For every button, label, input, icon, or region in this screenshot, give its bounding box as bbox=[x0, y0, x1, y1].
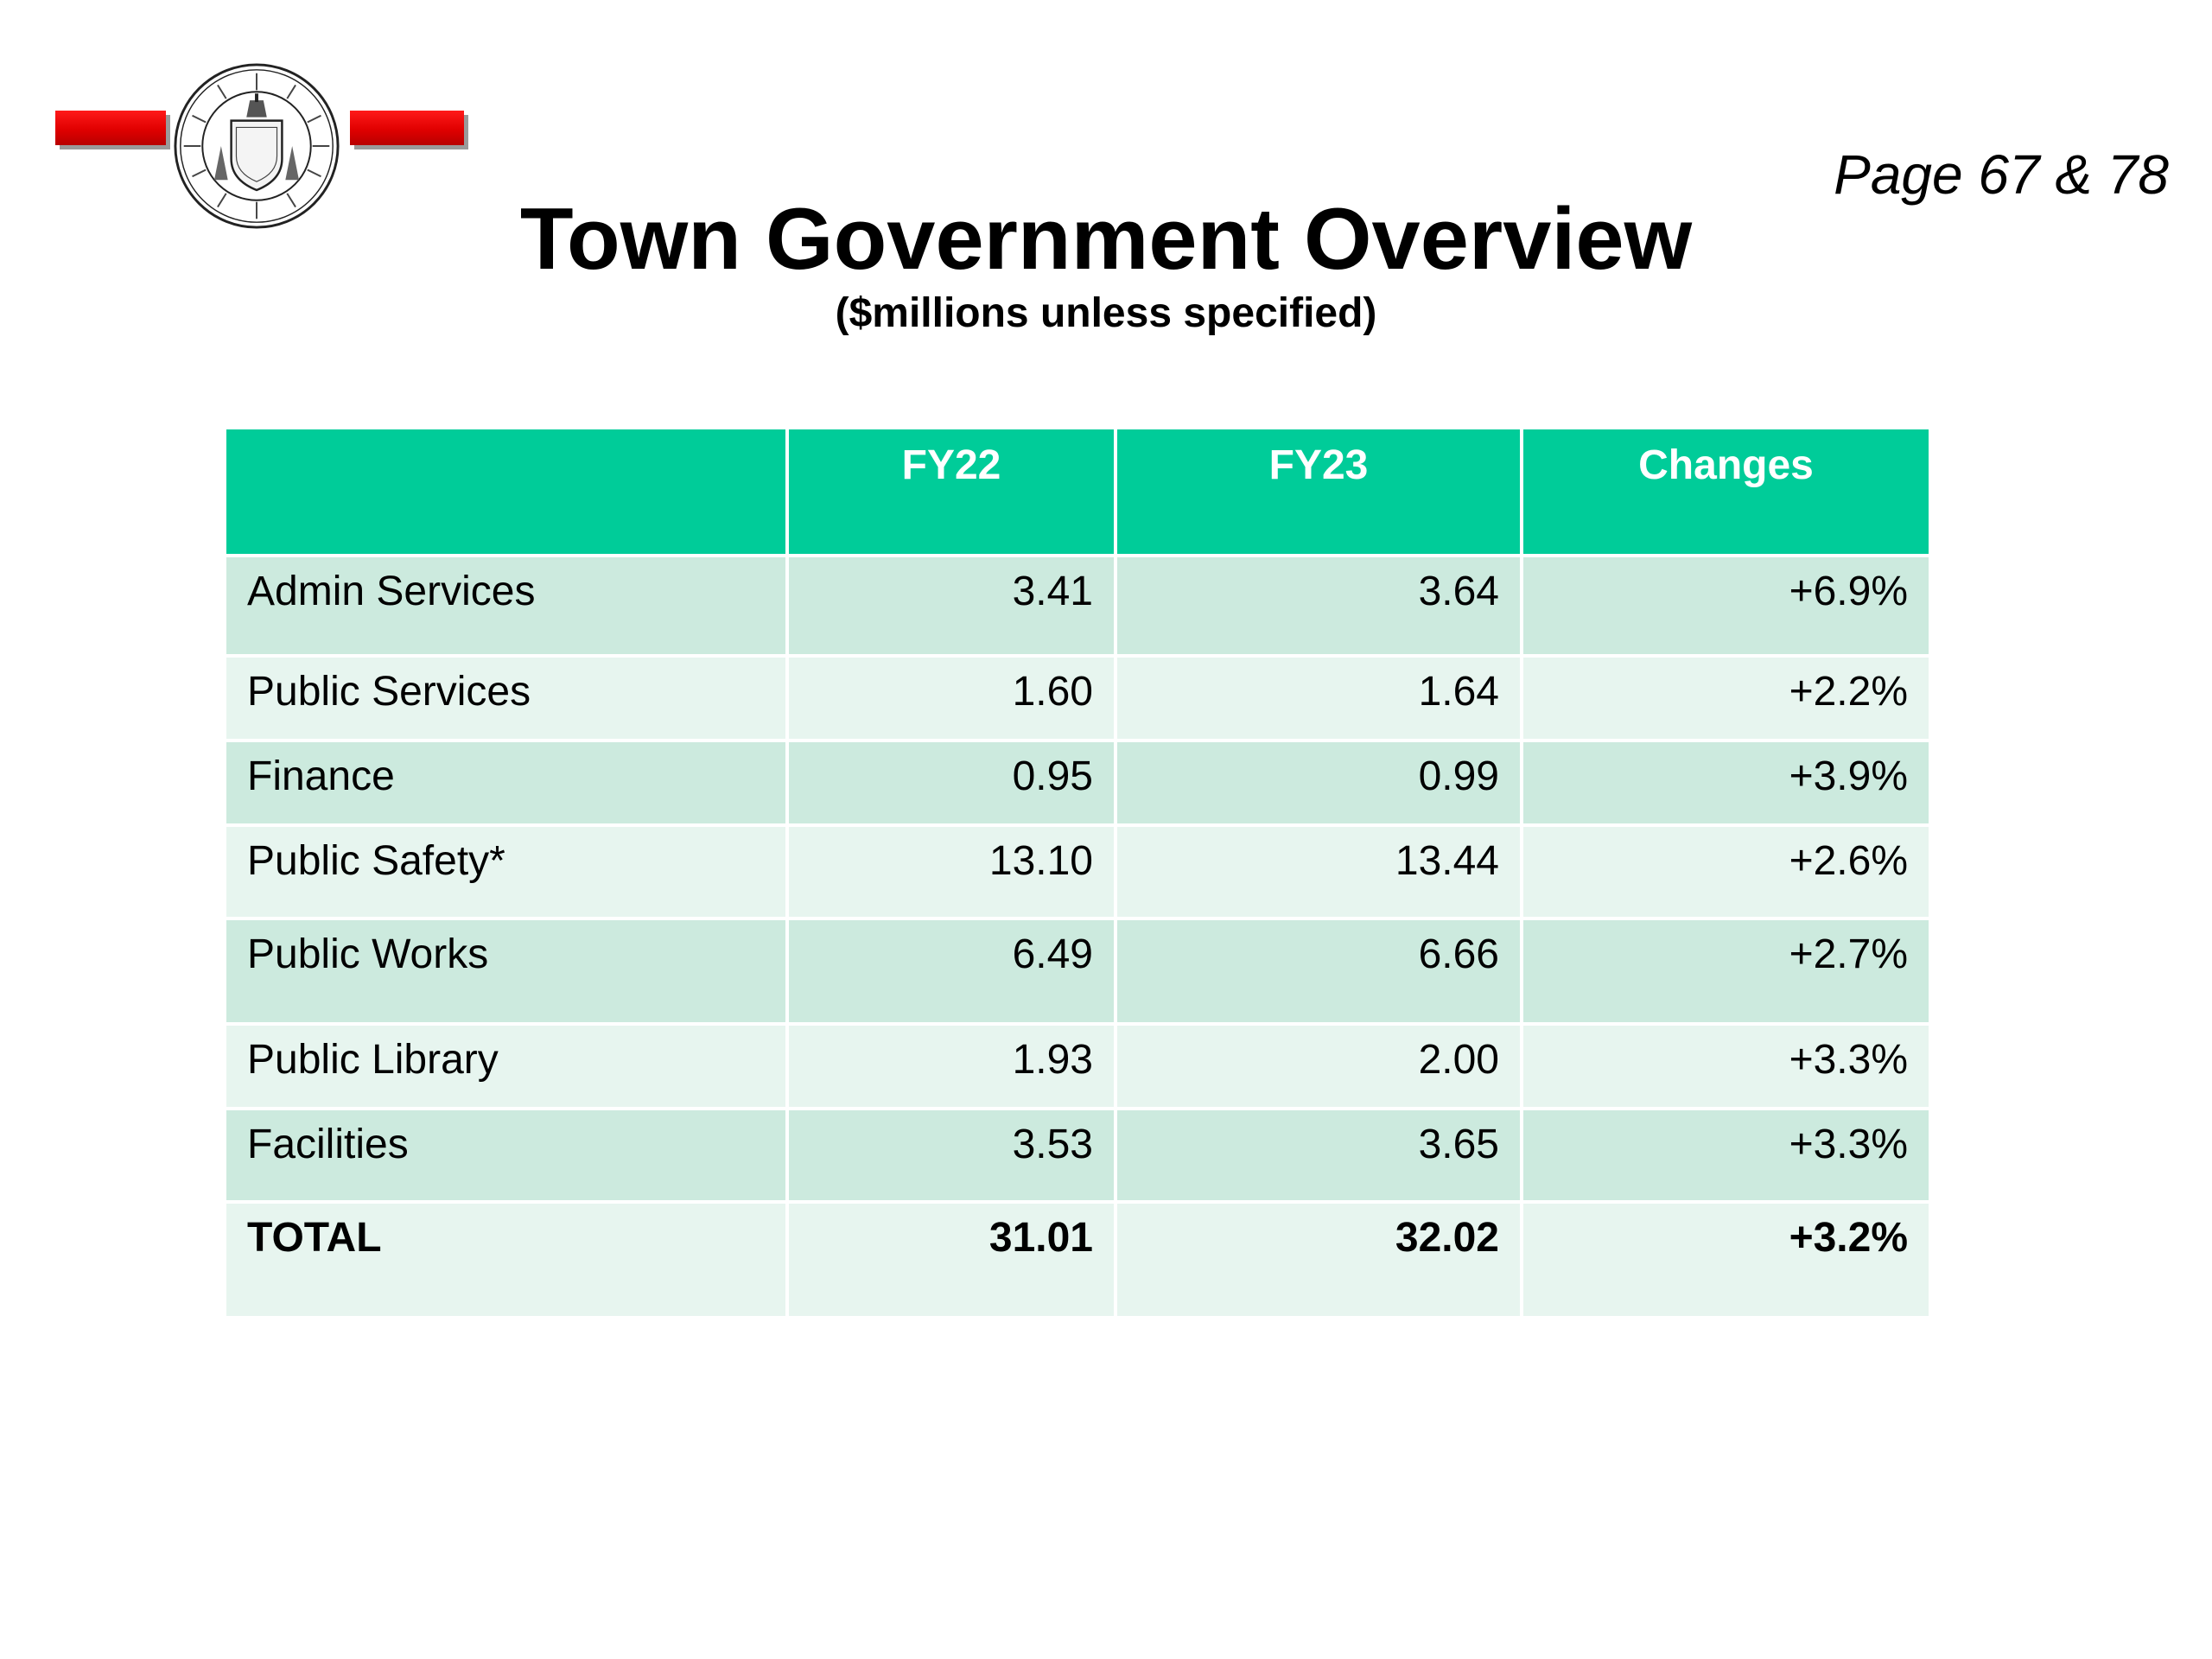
change-value: +2.6% bbox=[1520, 823, 1932, 920]
table-row: Facilities 3.53 3.65 +3.3% bbox=[223, 1107, 1932, 1204]
fy23-value: 0.99 bbox=[1114, 739, 1523, 827]
change-value: +2.2% bbox=[1520, 654, 1932, 742]
total-fy23-value: 32.02 bbox=[1114, 1200, 1523, 1319]
change-value: +2.7% bbox=[1520, 917, 1932, 1026]
fy23-value: 13.44 bbox=[1114, 823, 1523, 920]
town-seal-icon bbox=[174, 63, 340, 229]
fy22-value: 0.95 bbox=[785, 739, 1117, 827]
row-label: Public Services bbox=[223, 654, 789, 742]
total-change-value: +3.2% bbox=[1520, 1200, 1932, 1319]
fy23-value: 3.64 bbox=[1114, 554, 1523, 658]
fy22-value: 3.53 bbox=[785, 1107, 1117, 1204]
change-value: +3.3% bbox=[1520, 1107, 1932, 1204]
table-row: Public Services 1.60 1.64 +2.2% bbox=[223, 654, 1932, 742]
column-header-department bbox=[223, 426, 789, 557]
fy23-value: 2.00 bbox=[1114, 1022, 1523, 1110]
page-title: Town Government Overview bbox=[519, 191, 1693, 288]
page-subtitle: ($millions unless specified) bbox=[835, 290, 1377, 336]
fy23-value: 1.64 bbox=[1114, 654, 1523, 742]
page-reference: Page 67 & 78 bbox=[1834, 143, 2169, 206]
table-row: Finance 0.95 0.99 +3.9% bbox=[223, 739, 1932, 827]
total-label: TOTAL bbox=[223, 1200, 789, 1319]
column-header-fy22: FY22 bbox=[785, 426, 1117, 557]
fy22-value: 3.41 bbox=[785, 554, 1117, 658]
change-value: +3.3% bbox=[1520, 1022, 1932, 1110]
fy22-value: 13.10 bbox=[785, 823, 1117, 920]
table-row: Public Works 6.49 6.66 +2.7% bbox=[223, 917, 1932, 1026]
column-header-fy23: FY23 bbox=[1114, 426, 1523, 557]
row-label: Facilities bbox=[223, 1107, 789, 1204]
row-label: Public Safety* bbox=[223, 823, 789, 920]
fy22-value: 6.49 bbox=[785, 917, 1117, 1026]
logo-bar-left bbox=[55, 111, 166, 145]
fy22-value: 1.93 bbox=[785, 1022, 1117, 1110]
column-header-changes: Changes bbox=[1520, 426, 1932, 557]
table-row: Public Library 1.93 2.00 +3.3% bbox=[223, 1022, 1932, 1110]
table-header-row: FY22 FY23 Changes bbox=[223, 426, 1932, 557]
table-row: Public Safety* 13.10 13.44 +2.6% bbox=[223, 823, 1932, 920]
budget-table: FY22 FY23 Changes Admin Services 3.41 3.… bbox=[223, 426, 1932, 1319]
logo-bar-right bbox=[350, 111, 464, 145]
row-label: Admin Services bbox=[223, 554, 789, 658]
row-label: Public Library bbox=[223, 1022, 789, 1110]
fy23-value: 3.65 bbox=[1114, 1107, 1523, 1204]
table-total-row: TOTAL 31.01 32.02 +3.2% bbox=[223, 1200, 1932, 1319]
fy22-value: 1.60 bbox=[785, 654, 1117, 742]
row-label: Public Works bbox=[223, 917, 789, 1026]
total-fy22-value: 31.01 bbox=[785, 1200, 1117, 1319]
change-value: +3.9% bbox=[1520, 739, 1932, 827]
table-row: Admin Services 3.41 3.64 +6.9% bbox=[223, 554, 1932, 658]
fy23-value: 6.66 bbox=[1114, 917, 1523, 1026]
change-value: +6.9% bbox=[1520, 554, 1932, 658]
row-label: Finance bbox=[223, 739, 789, 827]
